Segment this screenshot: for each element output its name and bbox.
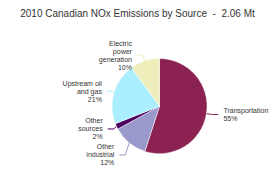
svg-text:21%: 21% [88, 96, 102, 103]
svg-text:and gas: and gas [77, 88, 102, 96]
svg-text:10%: 10% [118, 64, 132, 71]
svg-text:generation: generation [99, 56, 132, 64]
svg-text:55%: 55% [223, 115, 237, 122]
svg-text:Other: Other [97, 143, 115, 150]
svg-text:Other: Other [85, 117, 103, 124]
svg-text:industrial: industrial [86, 151, 114, 158]
svg-text:Transportation: Transportation [223, 107, 268, 115]
svg-text:sources: sources [78, 125, 103, 132]
svg-text:Upstream oil: Upstream oil [63, 80, 103, 88]
svg-text:2010 Canadian NOx Emissions by: 2010 Canadian NOx Emissions by Source - … [20, 8, 255, 19]
svg-text:power: power [113, 48, 133, 56]
svg-text:12%: 12% [100, 159, 114, 166]
svg-text:Electric: Electric [109, 40, 132, 47]
svg-text:2%: 2% [93, 133, 103, 140]
